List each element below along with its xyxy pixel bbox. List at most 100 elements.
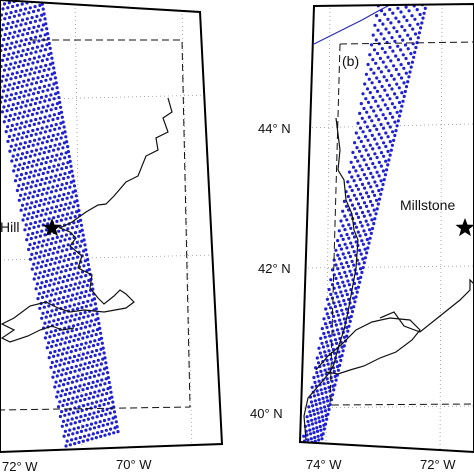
swath-dot <box>316 374 320 378</box>
swath-dot <box>14 106 19 110</box>
swath-dot <box>395 82 399 86</box>
swath-dot <box>350 188 354 193</box>
swath-dot <box>377 174 381 178</box>
swath-dot <box>71 256 75 260</box>
swath-dot <box>67 154 71 159</box>
swath-dot <box>350 245 354 249</box>
swath-dot <box>87 267 91 272</box>
swath-dot <box>341 209 345 213</box>
swath-dot <box>320 415 325 419</box>
swath-dot <box>20 54 24 58</box>
swath-dot <box>60 183 64 187</box>
swath-dot <box>381 182 385 187</box>
swath-dot <box>11 20 15 24</box>
swath-dot <box>4 12 8 16</box>
swath-dot <box>396 58 400 62</box>
swath-dot <box>47 201 51 205</box>
swath-dot <box>362 261 366 265</box>
swath-dot <box>382 37 386 41</box>
swath-dot <box>374 38 378 42</box>
swath-dot <box>371 33 375 37</box>
swath-dot <box>30 180 35 184</box>
swath-dot <box>323 368 327 372</box>
swath-dot <box>365 110 369 114</box>
swath-dot <box>39 147 43 151</box>
swath-dot <box>318 420 322 424</box>
swath-dot <box>13 127 18 131</box>
swath-dot <box>358 248 362 252</box>
swath-dot <box>35 163 39 167</box>
swath-dot <box>388 7 392 12</box>
swath-dot <box>87 433 91 437</box>
swath-dot <box>354 184 358 188</box>
swath-dot <box>77 389 81 393</box>
swath-dot <box>59 270 63 274</box>
swath-dot <box>391 130 395 134</box>
swath-dot <box>107 432 111 436</box>
swath-dot <box>54 92 58 96</box>
swath-dot <box>367 241 371 245</box>
swath-dot <box>13 148 17 152</box>
swath-dot <box>98 420 102 424</box>
swath-dot <box>52 148 56 152</box>
swath-dot <box>107 417 111 421</box>
swath-dot <box>84 428 88 432</box>
swath-dot <box>356 202 361 206</box>
swath-dot <box>7 134 11 139</box>
swath-dot <box>40 110 44 114</box>
swath-dot <box>2 68 6 72</box>
swath-dot <box>358 192 363 196</box>
swath-dot <box>24 89 28 93</box>
swath-dot <box>42 254 46 258</box>
swath-dot <box>40 192 44 196</box>
swath-dot <box>390 87 394 91</box>
swath-dot <box>97 425 101 429</box>
swath-dot <box>61 265 65 269</box>
swath-dot <box>47 252 51 257</box>
swath-dot <box>354 240 358 244</box>
swath-dot <box>51 185 55 189</box>
swath-dot <box>375 14 379 18</box>
swath-dot <box>53 313 57 317</box>
swath-dot <box>16 101 20 105</box>
swath-dot <box>33 272 38 276</box>
swath-dot <box>379 122 383 127</box>
swath-dot <box>8 46 12 50</box>
swath-dot <box>25 186 29 190</box>
swath-dot <box>69 370 73 374</box>
swath-dot <box>95 379 100 383</box>
swath-dot <box>93 302 97 306</box>
swath-dot <box>409 65 413 69</box>
swath-dot <box>44 176 49 180</box>
swath-dot <box>91 416 95 420</box>
swath-dot <box>358 126 363 130</box>
swath-dot <box>371 95 375 100</box>
swath-dot <box>69 164 73 168</box>
swath-dot <box>73 334 77 338</box>
swath-dot <box>112 431 116 435</box>
swath-dot <box>42 12 46 16</box>
swath-dot <box>365 251 369 255</box>
swath-dot <box>20 203 25 207</box>
swath-dot <box>42 136 46 140</box>
swath-dot <box>400 25 404 29</box>
swath-dot <box>397 72 401 76</box>
swath-dot <box>11 4 15 9</box>
swath-dot <box>39 65 43 69</box>
swath-dot <box>341 265 345 270</box>
swath-dot <box>39 95 44 99</box>
swath-dot <box>20 152 25 156</box>
swath-dot <box>356 230 360 234</box>
swath-dot <box>387 31 391 35</box>
swath-dot <box>69 298 73 302</box>
swath-dot <box>314 402 318 407</box>
swath-dot <box>24 223 28 227</box>
swath-dot <box>395 110 399 114</box>
swath-dot <box>363 120 367 124</box>
swath-dot <box>35 45 40 49</box>
swath-dot <box>52 319 56 323</box>
swath-dot <box>56 390 60 394</box>
swath-dot <box>334 291 338 295</box>
swath-dot <box>52 97 56 101</box>
swath-dot <box>62 399 66 403</box>
